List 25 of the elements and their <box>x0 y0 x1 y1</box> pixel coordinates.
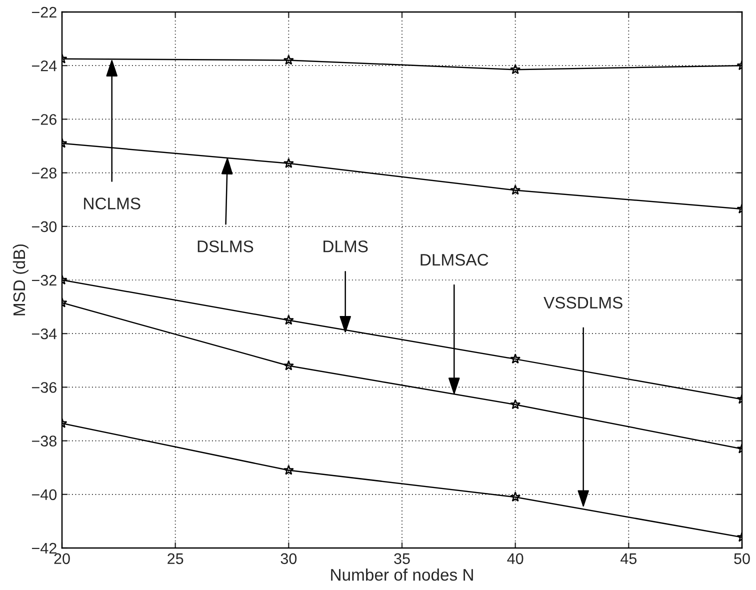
y-tick-label: −36 <box>32 382 56 393</box>
y-tick-label: −30 <box>32 221 57 232</box>
x-tick-label: 30 <box>280 553 297 564</box>
y-tick-label: −38 <box>32 436 56 446</box>
annotation: NCLMS <box>84 198 140 210</box>
x-axis-title: Number of nodes N <box>331 568 473 581</box>
x-tick-label: 35 <box>394 553 410 564</box>
x-tick-label: 40 <box>507 553 524 564</box>
y-tick-label: −32 <box>32 274 56 286</box>
y-tick-label: −28 <box>32 168 56 178</box>
y-tick-label: −22 <box>32 6 56 18</box>
y-tick-label: −26 <box>32 114 56 125</box>
x-tick-label: 25 <box>168 553 184 564</box>
x-tick-label: 20 <box>54 553 70 564</box>
y-tick-label: −34 <box>32 328 57 340</box>
y-tick-label: −40 <box>32 489 57 500</box>
x-tick-label: 45 <box>620 553 637 564</box>
annotation: VSSDLMS <box>544 296 622 309</box>
annotation: DLMS <box>324 240 368 252</box>
x-tick-label: 50 <box>734 553 750 564</box>
annotation: DSLMS <box>198 240 254 252</box>
y-axis-title: MSD (dB) <box>12 244 28 316</box>
y-tick-label: −42 <box>32 542 56 554</box>
y-tick-label: −24 <box>32 60 57 72</box>
annotation: DLMSAC <box>420 254 488 266</box>
